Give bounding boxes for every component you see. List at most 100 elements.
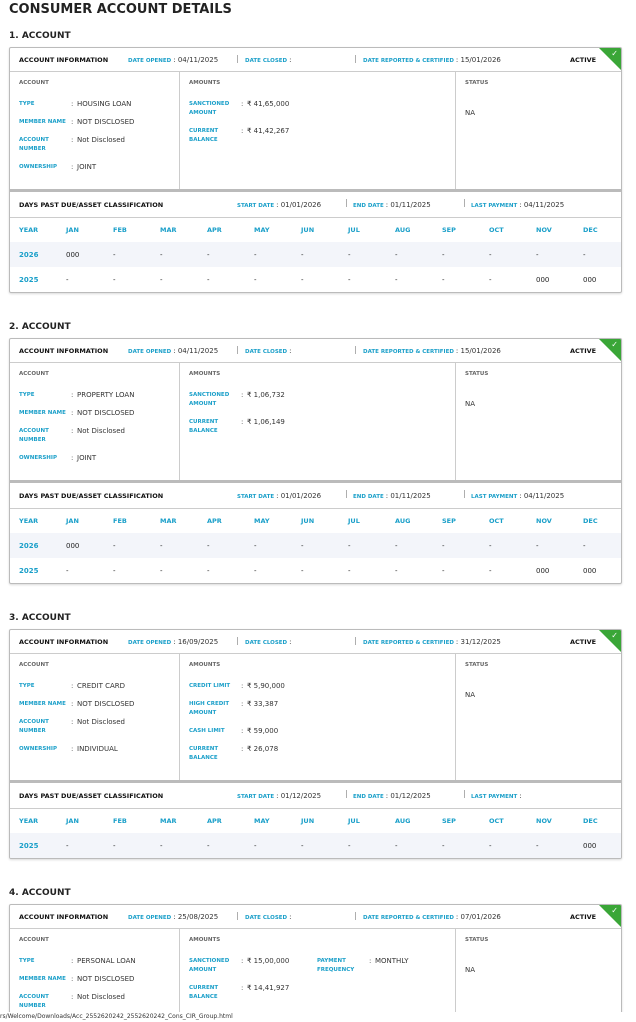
month-header: DEC <box>583 517 598 525</box>
account-number-label: ACCOUNT NUMBER <box>19 994 49 1009</box>
date-opened-text: 16/09/2025 <box>177 638 219 646</box>
account-number-value: Not Disclosed <box>77 136 125 144</box>
dpd-cell: - <box>57 833 104 858</box>
month-header: APR <box>207 226 222 234</box>
last-payment-value: : <box>519 792 522 800</box>
end-date-text: 01/11/2025 <box>390 201 431 209</box>
account-body: ACCOUNT TYPE: PERSONAL LOAN MEMBER NAME: NOT… <box>10 929 621 1012</box>
year-header: YEAR <box>19 226 39 234</box>
dpd-cell: - <box>301 275 304 284</box>
amounts-list: CREDIT LIMIT: ₹ 5,90,000 HIGH CREDIT AMOUN… <box>189 682 446 763</box>
month-header: AUG <box>395 517 411 525</box>
dpd-cell: 000 <box>583 275 597 284</box>
dpd-cell: - <box>480 833 527 858</box>
date-opened-text: 25/08/2025 <box>177 913 219 921</box>
dpd-cell: - <box>151 242 198 267</box>
dpd-cell: - <box>207 275 210 284</box>
month-header: NOV <box>536 817 552 825</box>
date-reported-label: DATE REPORTED & CERTIFIED <box>363 640 454 646</box>
amount-field: CURRENT BALANCE: ₹ 1,06,149 <box>189 418 446 436</box>
date-closed-label: DATE CLOSED <box>245 640 288 646</box>
amount-label: HIGH CREDIT AMOUNT <box>189 701 230 716</box>
dpd-cell: - <box>339 242 386 267</box>
dpd-cell: - <box>292 533 339 558</box>
account-info-header: ACCOUNT INFORMATION DATE OPENED: 25/08/2… <box>10 905 621 929</box>
dpd-title: DAYS PAST DUE/ASSET CLASSIFICATION <box>19 792 164 800</box>
start-date-text: 01/01/2026 <box>280 201 322 209</box>
colon: : <box>369 957 372 965</box>
status-column-heading: STATUS <box>465 937 489 943</box>
last-payment-value: : 04/11/2025 <box>519 492 565 500</box>
date-opened-label: DATE OPENED <box>128 640 172 646</box>
date-reported-label: DATE REPORTED & CERTIFIED <box>363 58 454 64</box>
end-date-group: END DATE: 01/12/2025 <box>353 792 431 800</box>
date-opened-group: DATE OPENED: 25/08/2025 <box>128 913 218 921</box>
member-name-label: MEMBER NAME <box>19 119 66 125</box>
dpd-cell: - <box>480 242 527 267</box>
dpd-table: YEAR JAN FEB MAR APR MAY JUN JUL AUG SEP OCT NOV DEC… <box>10 509 621 583</box>
dpd-cell: - <box>254 566 257 575</box>
month-header: NOV <box>536 226 552 234</box>
date-closed-value: : <box>289 638 292 646</box>
date-reported-value: : 07/01/2026 <box>455 913 501 921</box>
account-number-label: ACCOUNT NUMBER <box>19 137 49 152</box>
member-name-value: NOT DISCLOSED <box>77 700 135 708</box>
amount-value: ₹ 1,06,149 <box>247 418 285 426</box>
status-column-heading: STATUS <box>465 371 489 377</box>
check-icon: ✓ <box>611 631 618 640</box>
amount-label: SANCTIONED AMOUNT <box>189 392 230 407</box>
end-date-value: : 01/12/2025 <box>385 792 431 800</box>
status-value: NA <box>465 109 476 117</box>
ownership-label: OWNERSHIP <box>19 455 57 461</box>
divider: | <box>236 345 239 354</box>
colon: : <box>71 718 74 726</box>
divider: | <box>463 789 466 798</box>
dpd-year: 2025 <box>19 275 39 284</box>
dpd-header-row: YEAR JAN FEB MAR APR MAY JUN JUL AUG SEP OCT NOV DEC <box>10 809 621 833</box>
colon: : <box>241 391 244 399</box>
month-header: JUN <box>301 226 315 234</box>
field-member-name: MEMBER NAME: NOT DISCLOSED <box>19 700 170 709</box>
dpd-cell: - <box>245 833 292 858</box>
divider: | <box>354 911 357 920</box>
account-heading: 1. ACCOUNT <box>9 31 71 41</box>
dpd-title: DAYS PAST DUE/ASSET CLASSIFICATION <box>19 201 164 209</box>
dpd-cell: 000 <box>536 275 550 284</box>
dpd-cell: - <box>339 833 386 858</box>
field-ownership: OWNERSHIP: JOINT <box>19 454 170 463</box>
colon: : <box>241 984 244 992</box>
dpd-cell: - <box>386 833 433 858</box>
status-column-heading: STATUS <box>465 662 489 668</box>
month-header: JUL <box>348 226 360 234</box>
dpd-cell: - <box>113 566 116 575</box>
amounts-list: SANCTIONED AMOUNT: ₹ 1,06,732 CURRENT BALA… <box>189 391 446 436</box>
type-label: TYPE <box>19 392 35 398</box>
amount-field: PAYMENT FREQUENCY: MONTHLY <box>317 957 445 975</box>
colon: : <box>241 727 244 735</box>
last-payment-label: LAST PAYMENT <box>471 794 518 800</box>
amount-value: MONTHLY <box>375 957 409 965</box>
status-column: STATUS NA <box>456 654 621 780</box>
member-name-value: NOT DISCLOSED <box>77 118 135 126</box>
amounts-column: AMOUNTS SANCTIONED AMOUNT: ₹ 41,65,000 CURR… <box>180 72 456 189</box>
colon: : <box>71 100 74 108</box>
last-payment-value: : 04/11/2025 <box>519 201 565 209</box>
amounts-list: SANCTIONED AMOUNT: ₹ 41,65,000 CURRENT BAL… <box>189 100 446 145</box>
amount-value: ₹ 26,078 <box>247 745 279 753</box>
account-card: ACCOUNT INFORMATION DATE OPENED: 04/11/2… <box>9 47 622 293</box>
dpd-row: 2025- - - - - - - - - - -000 <box>10 833 621 858</box>
type-label: TYPE <box>19 101 35 107</box>
dpd-cell: - <box>386 242 433 267</box>
dpd-header: DAYS PAST DUE/ASSET CLASSIFICATION START… <box>10 783 621 809</box>
member-name-label: MEMBER NAME <box>19 410 66 416</box>
ownership-label: OWNERSHIP <box>19 164 57 170</box>
account-card: ACCOUNT INFORMATION DATE OPENED: 25/08/2… <box>9 904 622 1012</box>
dpd-cell: 000 <box>57 242 104 267</box>
colon: : <box>71 745 74 753</box>
dpd-year: 2025 <box>19 566 39 575</box>
last-payment-text: 04/11/2025 <box>523 492 565 500</box>
account-information-label: ACCOUNT INFORMATION <box>19 347 109 355</box>
date-reported-value: : 31/12/2025 <box>455 638 501 646</box>
colon: : <box>71 163 74 171</box>
dpd-cell: - <box>198 833 245 858</box>
